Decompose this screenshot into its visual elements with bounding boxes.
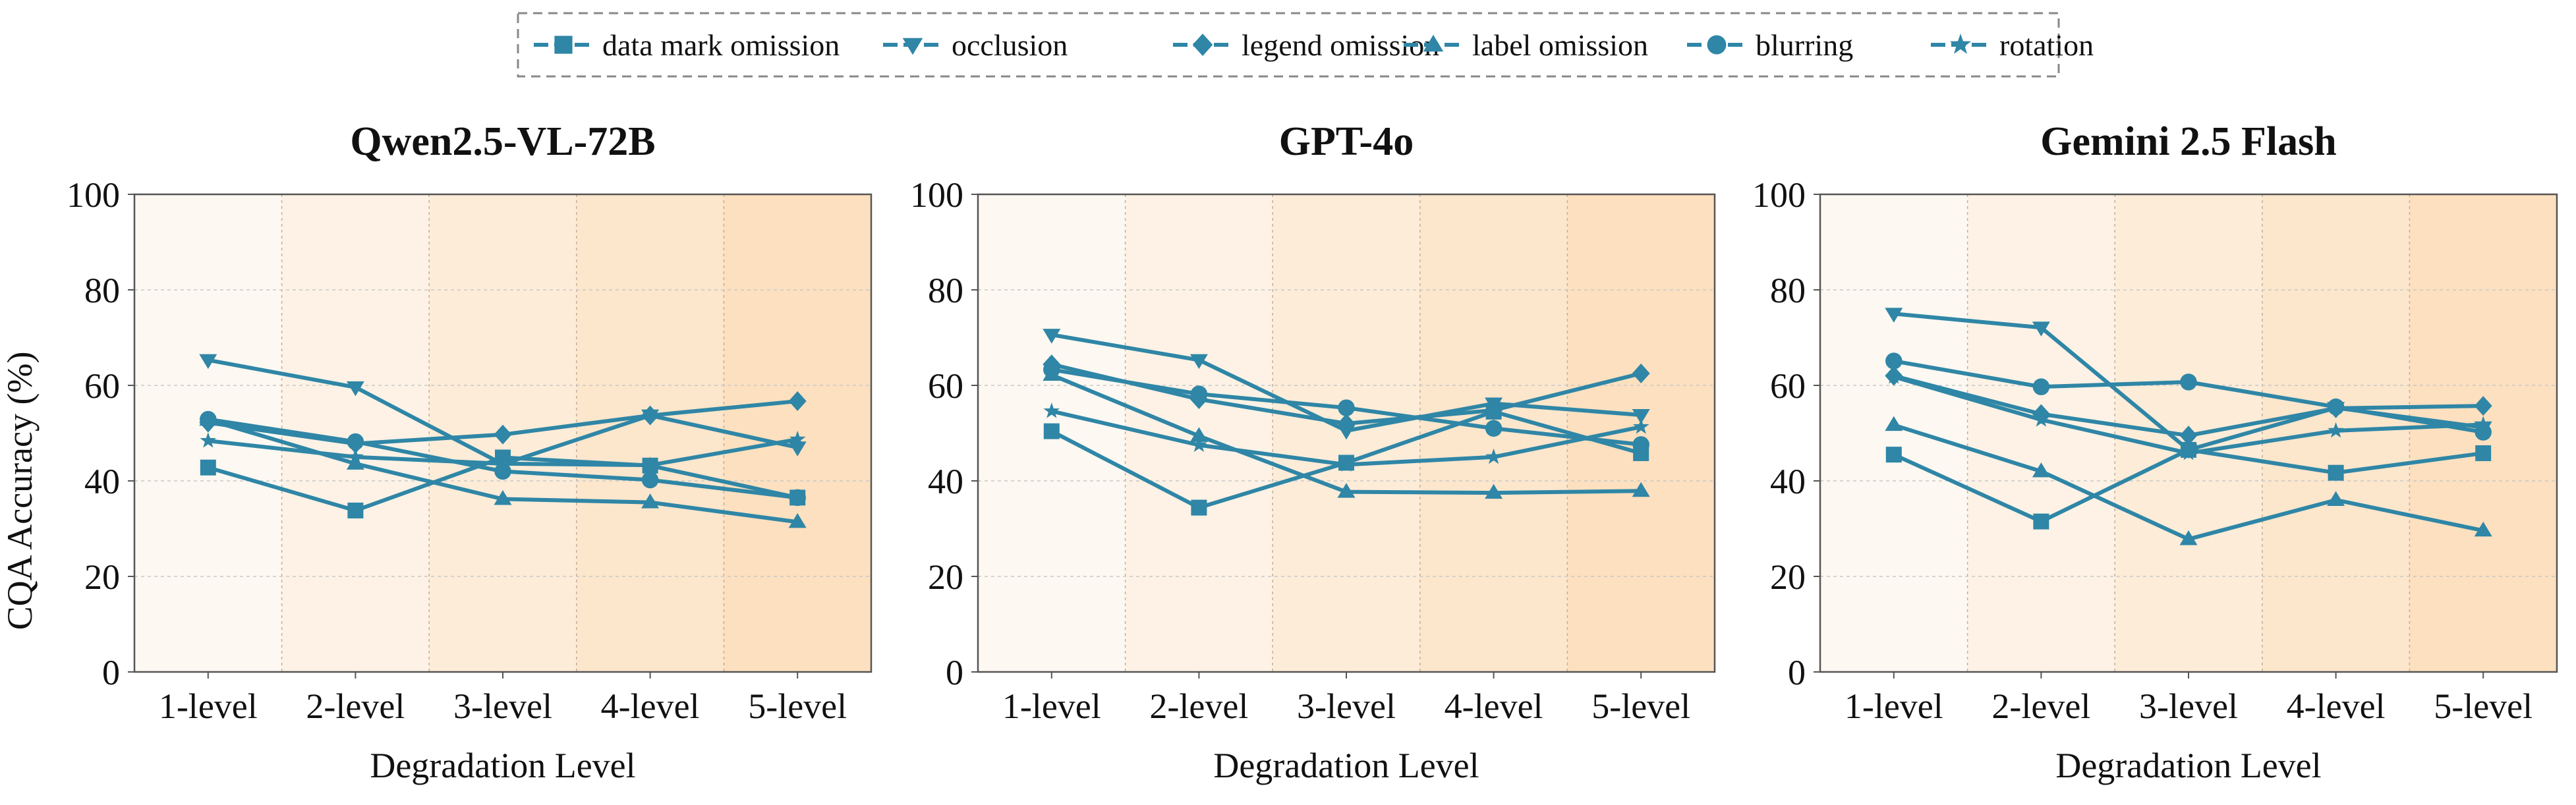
series-triangle-up bbox=[199, 410, 807, 528]
plot-frame bbox=[133, 193, 873, 673]
data-point bbox=[1485, 420, 1503, 437]
series-diamond bbox=[199, 391, 807, 454]
data-point bbox=[200, 410, 217, 428]
legend-label: label omission bbox=[1472, 28, 1648, 62]
data-point bbox=[347, 502, 364, 518]
legend-item: blurring bbox=[1687, 28, 1853, 62]
y-tick-label: 100 bbox=[910, 175, 963, 215]
level-band bbox=[1967, 194, 2115, 672]
chart-panel: 0 20 40 60 80 100 1-level 2-level 3-level 4-level… bbox=[67, 119, 873, 785]
y-tick-label: 0 bbox=[946, 653, 963, 692]
x-tick-label: 3-level bbox=[1297, 686, 1396, 726]
x-tick-label: 4-level bbox=[2287, 686, 2386, 726]
y-tick-label: 100 bbox=[1752, 175, 1806, 215]
series-star bbox=[200, 430, 806, 472]
legend-marker-square bbox=[554, 36, 573, 54]
series-diamond bbox=[1885, 366, 2492, 446]
legend-marker-circle bbox=[1707, 35, 1727, 55]
data-point bbox=[1632, 436, 1649, 453]
y-tick-label: 80 bbox=[84, 271, 120, 310]
y-tick-label: 40 bbox=[928, 462, 963, 501]
legend-item: occlusion bbox=[883, 28, 1068, 62]
series-triangle-up bbox=[1043, 366, 1650, 499]
plot-frame bbox=[1819, 193, 2558, 673]
data-point bbox=[2475, 445, 2492, 461]
y-tick-label: 20 bbox=[1770, 557, 1806, 597]
x-tick-label: 5-level bbox=[2434, 686, 2533, 726]
y-tick-label: 20 bbox=[84, 557, 120, 597]
x-tick-label: 2-level bbox=[1991, 686, 2090, 726]
data-point bbox=[2180, 374, 2197, 391]
legend-frame bbox=[517, 12, 2060, 78]
series-star bbox=[1885, 368, 2492, 460]
y-tick-label: 100 bbox=[67, 175, 120, 215]
chart-panel: 0 20 40 60 80 100 1-level 2-level 3-level 4-level… bbox=[1752, 119, 2558, 785]
y-tick-label: 40 bbox=[84, 462, 120, 501]
x-axis-label: Degradation Level bbox=[1213, 746, 1479, 785]
x-tick-label: 3-level bbox=[453, 686, 552, 726]
x-tick-label: 1-level bbox=[159, 686, 258, 726]
legend-label: blurring bbox=[1756, 28, 1853, 62]
y-tick-label: 60 bbox=[928, 366, 963, 406]
data-point bbox=[2032, 378, 2050, 395]
data-point bbox=[1043, 361, 1060, 378]
data-point bbox=[1338, 399, 1355, 416]
x-tick-label: 4-level bbox=[601, 686, 700, 726]
data-point bbox=[1885, 447, 1902, 463]
data-point bbox=[200, 459, 216, 476]
data-point bbox=[1043, 423, 1060, 439]
data-point bbox=[1885, 352, 1903, 370]
chart-panel: 0 20 40 60 80 100 1-level 2-level 3-level 4-level… bbox=[910, 119, 1716, 785]
y-tick-label: 60 bbox=[1770, 366, 1806, 406]
legend-item: data mark omission bbox=[534, 28, 840, 62]
data-point bbox=[2327, 398, 2345, 416]
legend-label: rotation bbox=[1999, 28, 2094, 62]
series-circle bbox=[1885, 352, 2492, 441]
y-tick-label: 0 bbox=[102, 653, 120, 692]
y-tick-label: 40 bbox=[1770, 462, 1806, 501]
panel-title: Qwen2.5-VL-72B bbox=[350, 119, 655, 164]
legend-label: data mark omission bbox=[602, 28, 840, 62]
legend: data mark omission occlusion legend omissi… bbox=[517, 12, 2094, 78]
series-triangle-up bbox=[1885, 416, 2492, 545]
data-point bbox=[641, 471, 659, 489]
legend-item: rotation bbox=[1931, 28, 2094, 62]
y-tick-label: 0 bbox=[1788, 653, 1806, 692]
x-tick-label: 2-level bbox=[1149, 686, 1248, 726]
data-point bbox=[2033, 513, 2049, 530]
level-band bbox=[1820, 194, 1968, 672]
x-tick-label: 5-level bbox=[748, 686, 847, 726]
x-axis-label: Degradation Level bbox=[2055, 746, 2321, 785]
data-point bbox=[347, 433, 364, 451]
series-circle bbox=[1043, 361, 1649, 453]
data-point bbox=[2328, 464, 2344, 481]
x-tick-label: 5-level bbox=[1591, 686, 1690, 726]
y-tick-label: 60 bbox=[84, 366, 120, 406]
y-tick-label: 80 bbox=[1770, 271, 1806, 310]
series-circle bbox=[200, 410, 806, 507]
level-band bbox=[1567, 194, 1715, 672]
y-axis-label: CQA Accuracy (%) bbox=[0, 352, 40, 630]
legend-label: occlusion bbox=[952, 28, 1068, 62]
y-tick-label: 20 bbox=[928, 557, 963, 597]
series-star bbox=[1043, 402, 1649, 472]
data-point bbox=[1191, 499, 1207, 516]
y-tick-label: 80 bbox=[928, 271, 963, 310]
x-axis-label: Degradation Level bbox=[370, 746, 635, 785]
panel-title: Gemini 2.5 Flash bbox=[2040, 119, 2337, 164]
legend-item: label omission bbox=[1404, 28, 1648, 62]
x-tick-label: 4-level bbox=[1445, 686, 1543, 726]
plot-frame bbox=[977, 193, 1716, 673]
panel-title: GPT-4o bbox=[1279, 119, 1414, 164]
x-tick-label: 3-level bbox=[2139, 686, 2238, 726]
x-tick-label: 2-level bbox=[306, 686, 405, 726]
x-tick-label: 1-level bbox=[1002, 686, 1101, 726]
data-point bbox=[1190, 385, 1208, 402]
data-point bbox=[789, 489, 806, 507]
x-tick-label: 1-level bbox=[1845, 686, 1943, 726]
